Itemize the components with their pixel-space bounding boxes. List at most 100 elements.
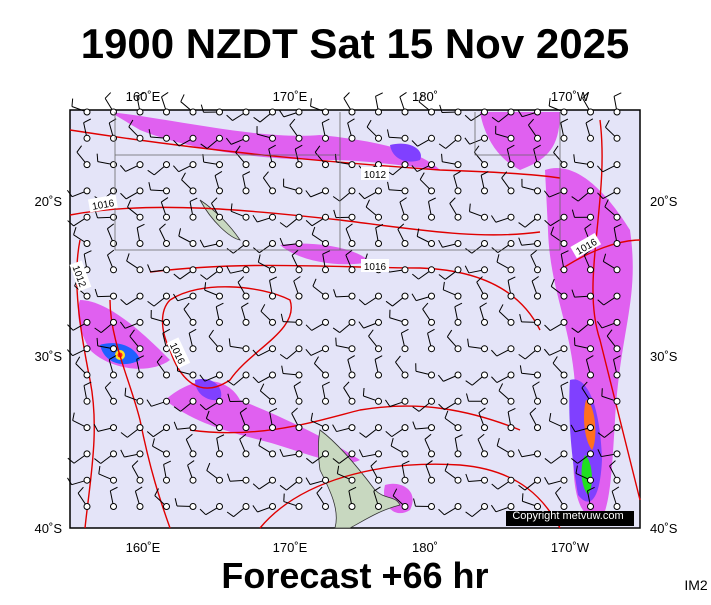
barb-station (535, 267, 541, 273)
barb-station (535, 504, 541, 510)
barb-station (84, 109, 90, 115)
barb-station (482, 135, 488, 141)
barb-station (270, 293, 276, 299)
barb-station (482, 398, 488, 404)
image-code: IM2 (684, 577, 708, 593)
barb-station (402, 293, 408, 299)
barb-station (323, 477, 329, 483)
barb-station (111, 451, 117, 457)
barb-station (137, 398, 143, 404)
barb-station (508, 372, 514, 378)
barb-station (376, 319, 382, 325)
barb-station (588, 372, 594, 378)
top-lon-label: 160˚E (126, 89, 161, 104)
barb-station (323, 504, 329, 510)
right-lat-label: 30˚S (650, 349, 678, 364)
barb-station (84, 241, 90, 247)
barb-station (561, 135, 567, 141)
barb-station (296, 162, 302, 168)
barb-station (588, 451, 594, 457)
barb-station (84, 451, 90, 457)
barb-feather (336, 338, 337, 346)
barb-station (84, 135, 90, 141)
barb-station (137, 425, 143, 431)
barb-station (535, 319, 541, 325)
barb-station (270, 425, 276, 431)
barb-station (349, 162, 355, 168)
barb-station (349, 372, 355, 378)
barb-station (270, 477, 276, 483)
barb-station (217, 451, 223, 457)
barb-station (323, 241, 329, 247)
barb-feather (376, 93, 383, 96)
barb-station (137, 188, 143, 194)
barb-station (243, 162, 249, 168)
barb-station (482, 425, 488, 431)
barb-station (508, 109, 514, 115)
barb-station (296, 293, 302, 299)
barb-station (535, 451, 541, 457)
barb-station (243, 319, 249, 325)
barb-station (217, 293, 223, 299)
barb-station (455, 109, 461, 115)
barb-station (243, 451, 249, 457)
barb-station (243, 372, 249, 378)
barb-feather (97, 338, 98, 346)
barb-station (429, 109, 435, 115)
barb-station (164, 372, 170, 378)
barb-station (588, 425, 594, 431)
barb-station (323, 293, 329, 299)
barb-station (243, 293, 249, 299)
barb-station (508, 162, 514, 168)
barb-station (190, 241, 196, 247)
barb-station (243, 425, 249, 431)
barb-station (429, 162, 435, 168)
barb-station (561, 109, 567, 115)
barb-station (455, 293, 461, 299)
barb-station (455, 135, 461, 141)
barb-station (535, 241, 541, 247)
barb-station (243, 214, 249, 220)
barb-station (455, 504, 461, 510)
top-lon-label: 170˚W (551, 89, 590, 104)
barb-station (561, 214, 567, 220)
barb-station (137, 372, 143, 378)
barb-station (455, 188, 461, 194)
barb-station (111, 214, 117, 220)
isobar-label-text: 1016 (364, 262, 387, 273)
barb-station (588, 267, 594, 273)
right-lat-label: 40˚S (650, 521, 678, 536)
barb-station (349, 109, 355, 115)
barb-station (429, 425, 435, 431)
barb-station (217, 319, 223, 325)
barb-station (535, 293, 541, 299)
barb-station (561, 477, 567, 483)
barb-station (84, 398, 90, 404)
barb-station (402, 398, 408, 404)
barb-station (243, 398, 249, 404)
barb-station (217, 477, 223, 483)
barb-station (508, 346, 514, 352)
barb-station (614, 162, 620, 168)
barb-station (614, 398, 620, 404)
barb-station (376, 504, 382, 510)
barb-station (270, 372, 276, 378)
barb-station (455, 241, 461, 247)
barb-station (508, 267, 514, 273)
barb-station (349, 504, 355, 510)
left-lat-label: 30˚S (35, 349, 63, 364)
barb-station (111, 188, 117, 194)
barb-station (270, 504, 276, 510)
barb-station (535, 188, 541, 194)
barb-station (455, 267, 461, 273)
barb-station (164, 109, 170, 115)
barb-station (243, 188, 249, 194)
barb-station (296, 504, 302, 510)
barb-feather (363, 388, 364, 396)
barb-station (429, 188, 435, 194)
barb-station (243, 135, 249, 141)
barb-feather (522, 493, 523, 501)
barb-station (561, 451, 567, 457)
barb-station (614, 451, 620, 457)
barb-station (508, 477, 514, 483)
